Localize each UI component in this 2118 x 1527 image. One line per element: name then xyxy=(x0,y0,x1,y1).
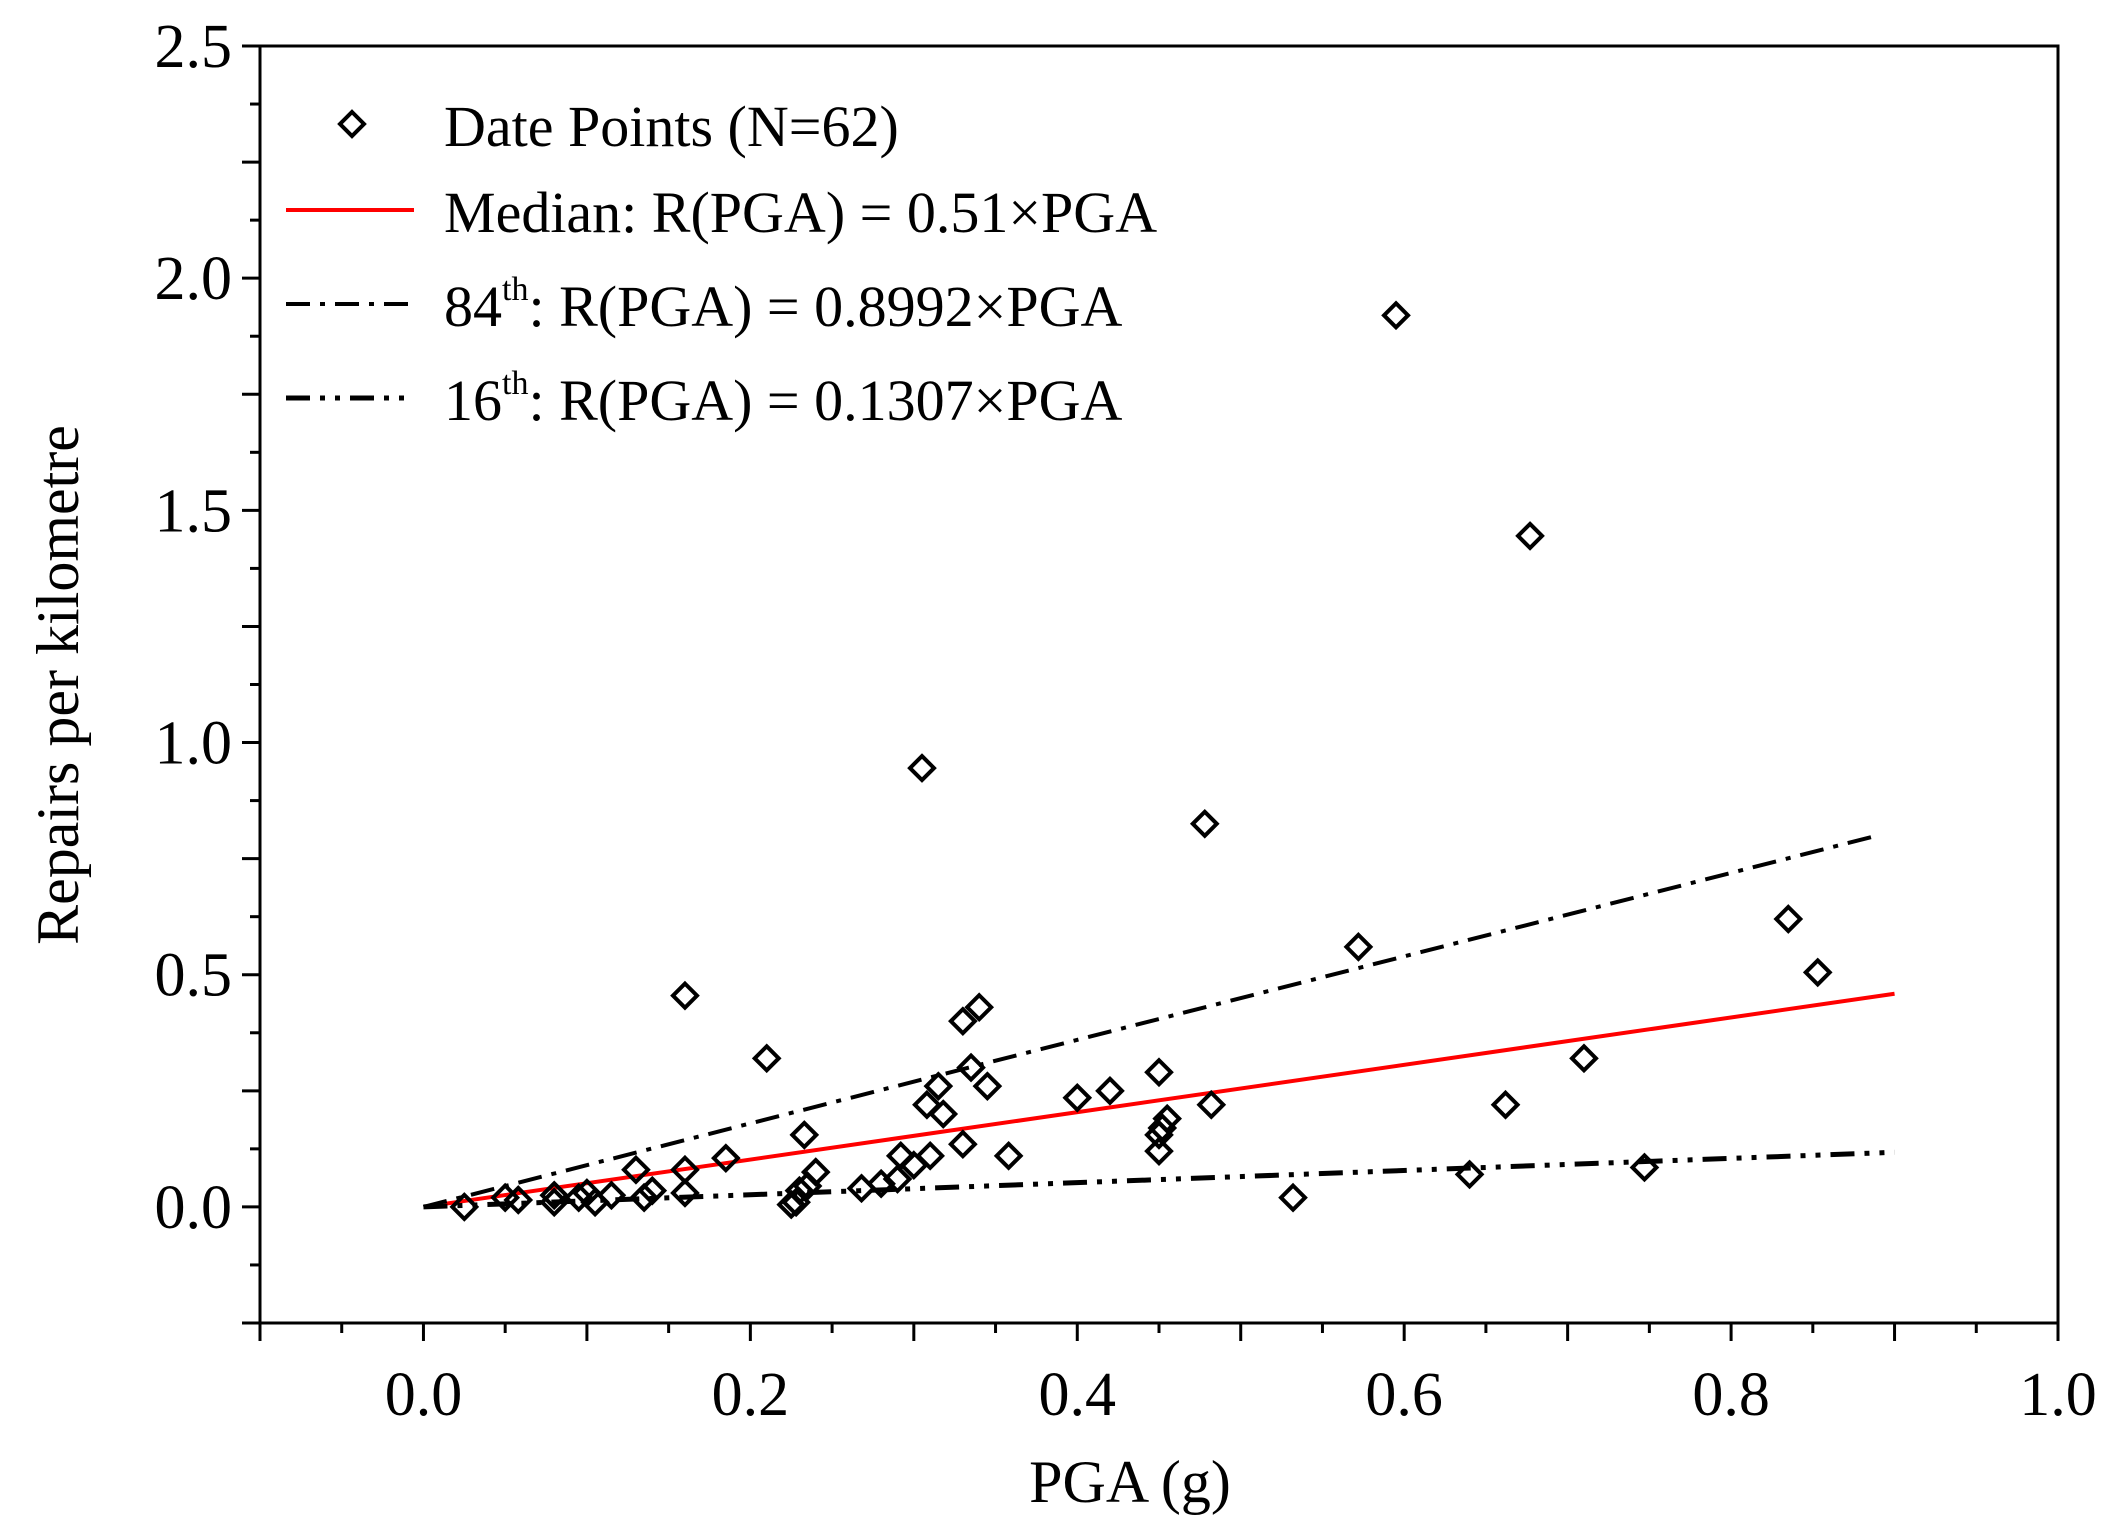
legend-label: Median: R(PGA) = 0.51×PGA xyxy=(444,180,1157,245)
data-point xyxy=(882,1164,913,1194)
data-point xyxy=(503,1185,534,1215)
data-point xyxy=(885,1141,916,1171)
fit-line-solid xyxy=(444,991,1895,1206)
y-tick-label: 0.0 xyxy=(155,1174,233,1242)
x-tick-label: 0.8 xyxy=(1692,1361,1770,1429)
legend-label: Date Points (N=62) xyxy=(444,94,899,159)
data-point xyxy=(993,1141,1024,1171)
y-axis: 0.0 0.5 1.0 1.5 2.0 2.5 xyxy=(155,13,260,1325)
data-point xyxy=(972,1071,1003,1102)
data-point xyxy=(789,1120,820,1150)
data-point xyxy=(964,992,995,1023)
data-point xyxy=(539,1180,570,1211)
fit-lines xyxy=(422,833,1895,1210)
x-axis: 0.0 0.2 0.4 0.6 0.8 1.0 xyxy=(258,1323,2097,1429)
data-point xyxy=(563,1182,594,1213)
data-point xyxy=(912,1089,942,1120)
data-point xyxy=(1490,1089,1521,1120)
data-point xyxy=(1454,1159,1485,1190)
x-tick-label: 1.0 xyxy=(2019,1361,2097,1429)
data-point xyxy=(621,1154,651,1185)
data-point xyxy=(1189,808,1220,839)
data-point xyxy=(1343,932,1374,962)
data-point xyxy=(846,1173,877,1204)
data-point xyxy=(1095,1075,1125,1106)
data-point xyxy=(711,1143,741,1173)
data-point xyxy=(1629,1152,1660,1183)
data-point xyxy=(923,1071,954,1102)
data-point xyxy=(670,1154,700,1185)
fit-line-dash-dot xyxy=(422,833,1879,1209)
data-point xyxy=(1144,1136,1174,1167)
data-point xyxy=(928,1099,959,1129)
data-point xyxy=(1152,1103,1183,1134)
data-point xyxy=(1515,521,1545,551)
data-point xyxy=(1147,1113,1178,1143)
data-point xyxy=(784,1175,815,1206)
data-point xyxy=(866,1168,896,1199)
legend-label: 16th: R(PGA) = 0.1307×PGA xyxy=(444,365,1122,433)
data-point xyxy=(637,1175,668,1206)
data-point xyxy=(1278,1182,1308,1213)
data-point xyxy=(948,1006,978,1036)
data-point xyxy=(1196,1089,1227,1120)
data-point xyxy=(800,1157,831,1187)
x-tick-label: 0.6 xyxy=(1365,1361,1443,1429)
data-point xyxy=(1802,957,1833,988)
data-point xyxy=(751,1043,782,1074)
legend-marker-diamond xyxy=(337,109,367,139)
x-tick-label: 0.0 xyxy=(385,1361,463,1429)
x-tick-label: 0.2 xyxy=(712,1361,790,1429)
data-point xyxy=(956,1052,986,1083)
y-tick-label: 1.0 xyxy=(155,710,233,778)
data-point xyxy=(1773,904,1804,934)
data-points xyxy=(449,300,1833,1222)
data-point xyxy=(948,1129,978,1160)
data-point xyxy=(915,1141,945,1171)
x-axis-title: PGA (g) xyxy=(1029,1449,1231,1515)
data-point xyxy=(670,1178,700,1208)
data-point xyxy=(596,1180,627,1211)
y-tick-label: 1.5 xyxy=(155,477,233,545)
data-point xyxy=(1569,1043,1599,1074)
data-point xyxy=(629,1182,659,1213)
y-tick-label: 0.5 xyxy=(155,942,233,1010)
y-tick-label: 2.5 xyxy=(155,13,233,81)
data-point xyxy=(449,1192,480,1222)
legend: Date Points (N=62) Median: R(PGA) = 0.51×… xyxy=(286,94,1157,433)
data-point xyxy=(1062,1082,1093,1113)
data-point xyxy=(670,980,700,1011)
y-axis-title: Repairs per kilometre xyxy=(25,425,91,945)
legend-label: 84th: R(PGA) = 0.8992×PGA xyxy=(444,271,1122,339)
x-tick-label: 0.4 xyxy=(1039,1361,1117,1429)
data-point xyxy=(1144,1057,1174,1088)
y-tick-label: 2.0 xyxy=(155,245,233,313)
data-point xyxy=(907,753,937,783)
data-point xyxy=(1381,300,1411,331)
